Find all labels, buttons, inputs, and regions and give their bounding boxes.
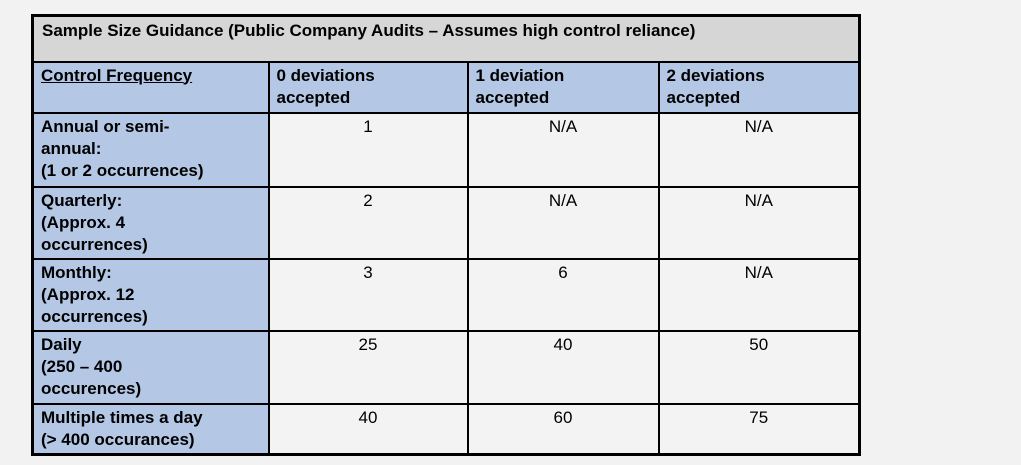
column-header-1-deviation: 1 deviation accepted [466,60,660,114]
cell-annual-0-deviations: 1 [267,111,469,188]
cell-annual-1-deviation: N/A [466,111,660,188]
cell-daily-0-deviations: 25 [267,329,469,405]
sample-size-guidance-table: Sample Size Guidance (Public Company Aud… [31,14,862,456]
table-row-multiple-times-a-day: Multiple times a day (> 400 occurances) … [31,402,861,455]
table-row-monthly: Monthly: (Approx. 12 occurrences) 3 6 N/… [31,257,861,332]
column-header-0-deviations: 0 deviations accepted [267,60,469,114]
table-row-quarterly: Quarterly: (Approx. 4 occurrences) 2 N/A… [31,185,861,260]
table-title-row: Sample Size Guidance (Public Company Aud… [31,14,861,63]
row-label-monthly: Monthly: (Approx. 12 occurrences) [31,257,270,332]
cell-annual-2-deviations: N/A [657,111,861,188]
cell-multiple-2-deviations: 75 [657,402,861,455]
cell-monthly-0-deviations: 3 [267,257,469,332]
cell-multiple-1-deviation: 60 [466,402,660,455]
row-label-daily: Daily (250 – 400 occurences) [31,329,270,405]
table-row-daily: Daily (250 – 400 occurences) 25 40 50 [31,329,861,405]
table-header-row: Control Frequency 0 deviations accepted … [31,60,861,114]
cell-quarterly-2-deviations: N/A [657,185,861,260]
cell-daily-2-deviations: 50 [657,329,861,405]
column-header-control-frequency-label: Control Frequency [41,65,193,85]
cell-quarterly-0-deviations: 2 [267,185,469,260]
cell-daily-1-deviation: 40 [466,329,660,405]
row-label-annual: Annual or semi- annual: (1 or 2 occurren… [31,111,270,188]
row-label-quarterly: Quarterly: (Approx. 4 occurrences) [31,185,270,260]
row-label-multiple-times-a-day: Multiple times a day (> 400 occurances) [31,402,270,455]
column-header-control-frequency: Control Frequency [31,60,270,114]
cell-quarterly-1-deviation: N/A [466,185,660,260]
column-header-2-deviations: 2 deviations accepted [657,60,861,114]
table-row-annual: Annual or semi- annual: (1 or 2 occurren… [31,111,861,188]
cell-monthly-2-deviations: N/A [657,257,861,332]
cell-monthly-1-deviation: 6 [466,257,660,332]
table-title: Sample Size Guidance (Public Company Aud… [31,14,861,63]
cell-multiple-0-deviations: 40 [267,402,469,455]
